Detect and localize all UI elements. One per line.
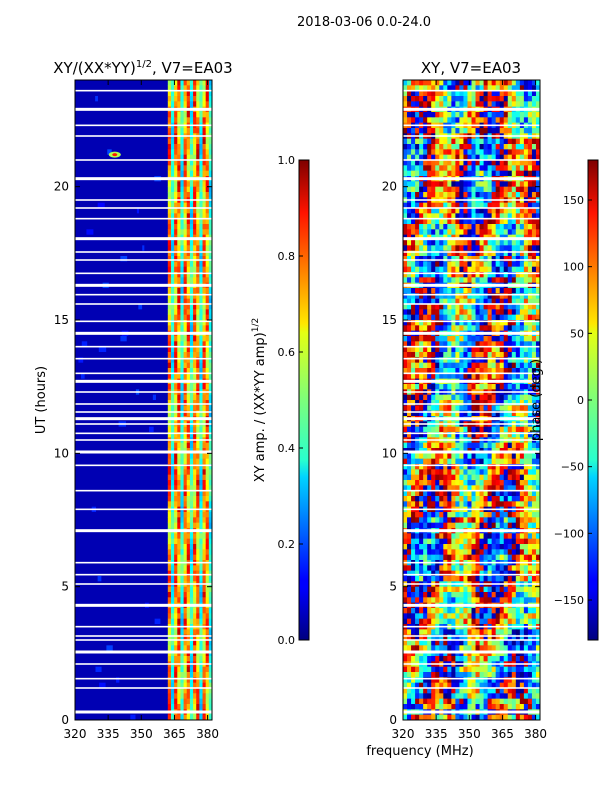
amplitude-yaxis: 0 5 10 15 20 — [54, 180, 212, 727]
colorbar-amplitude-label: XY amp. / (XX*YY amp)1/2 — [251, 318, 268, 482]
colorbar-phase-tick-label: −100 — [554, 527, 584, 540]
amplitude-xtick-label: 365 — [163, 727, 186, 741]
amplitude-xtick-label: 380 — [196, 727, 219, 741]
phase-heatmap — [403, 80, 540, 720]
colorbar-phase: 150 100 50 0 −50 −100 −150 phase (deg.) — [529, 159, 599, 641]
amplitude-heatmap — [75, 80, 212, 720]
colorbar-amplitude-tick-label: 0.8 — [278, 250, 296, 263]
colorbar-phase-tick-label: −50 — [561, 461, 584, 474]
phase-ytick-label: 10 — [382, 446, 397, 460]
amplitude-ytick-label: 0 — [61, 713, 69, 727]
phase-yaxis: 0 5 10 15 20 — [382, 180, 540, 727]
amplitude-ytick-label: 20 — [54, 180, 69, 194]
phase-xtick-label: 320 — [392, 727, 415, 741]
panel-phase-title: XY, V7=EA03 — [421, 59, 521, 77]
phase-ytick-label: 15 — [382, 313, 397, 327]
phase-xaxis: 320 335 350 365 380 — [392, 80, 547, 741]
phase-ytick-label: 20 — [382, 180, 397, 194]
panel-amplitude-title: XY/(XX*YY)1/2, V7=EA03 — [53, 59, 232, 77]
phase-xtick-label: 365 — [491, 727, 514, 741]
colorbar-amplitude-tick-label: 0.6 — [278, 346, 296, 359]
amplitude-ytick-label: 10 — [54, 446, 69, 460]
phase-xtick-label: 380 — [524, 727, 547, 741]
colorbar-phase-tick-label: 100 — [563, 261, 584, 274]
colorbar-phase-tick-label: −150 — [554, 594, 584, 607]
colorbar-phase-label: phase (deg.) — [529, 359, 544, 441]
shared-xlabel: frequency (MHz) — [366, 744, 473, 759]
colorbar-amplitude-tick-label: 0.4 — [278, 442, 296, 455]
colorbar-phase-ticks: 150 100 50 0 −50 −100 −150 — [554, 194, 592, 607]
colorbar-phase-tick-label: 150 — [563, 194, 584, 207]
amplitude-xtick-label: 320 — [64, 727, 87, 741]
colorbar-amplitude-ticks: 0.0 0.2 0.4 0.6 0.8 1.0 — [278, 154, 303, 647]
amplitude-ylabel: UT (hours) — [34, 366, 49, 434]
colorbar-amplitude-tick-label: 1.0 — [278, 154, 296, 167]
amplitude-xtick-label: 335 — [97, 727, 120, 741]
phase-ytick-label: 0 — [389, 713, 397, 727]
amplitude-ytick-label: 5 — [61, 580, 69, 594]
phase-axes-frame — [402, 79, 541, 721]
amplitude-xtick-label: 350 — [130, 727, 153, 741]
colorbar-amplitude-tick-label: 0.2 — [278, 538, 296, 551]
phase-ytick-label: 5 — [389, 580, 397, 594]
colorbar-phase-tick-label: 50 — [570, 327, 584, 340]
phase-xtick-label: 335 — [425, 727, 448, 741]
phase-xtick-label: 350 — [458, 727, 481, 741]
colorbar-amplitude-tick-label: 0.0 — [278, 634, 296, 647]
colorbar-amplitude: 0.0 0.2 0.4 0.6 0.8 1.0 XY amp. / (XX*YY amp)… — [251, 154, 310, 647]
amplitude-xaxis: 320 335 350 365 380 — [64, 80, 219, 741]
colorbar-phase-tick-label: 0 — [577, 394, 584, 407]
amplitude-ytick-label: 15 — [54, 313, 69, 327]
figure-suptitle: 2018-03-06 0.0-24.0 — [297, 15, 431, 30]
panel-amplitude: XY/(XX*YY)1/2, V7=EA03 320 335 350 365 380 0… — [34, 59, 233, 741]
amplitude-axes-frame — [74, 79, 213, 721]
colorbar-amplitude-bar — [298, 159, 310, 641]
panel-phase: XY, V7=EA03 320 335 350 365 380 0 5 10 15 20 — [382, 59, 547, 741]
